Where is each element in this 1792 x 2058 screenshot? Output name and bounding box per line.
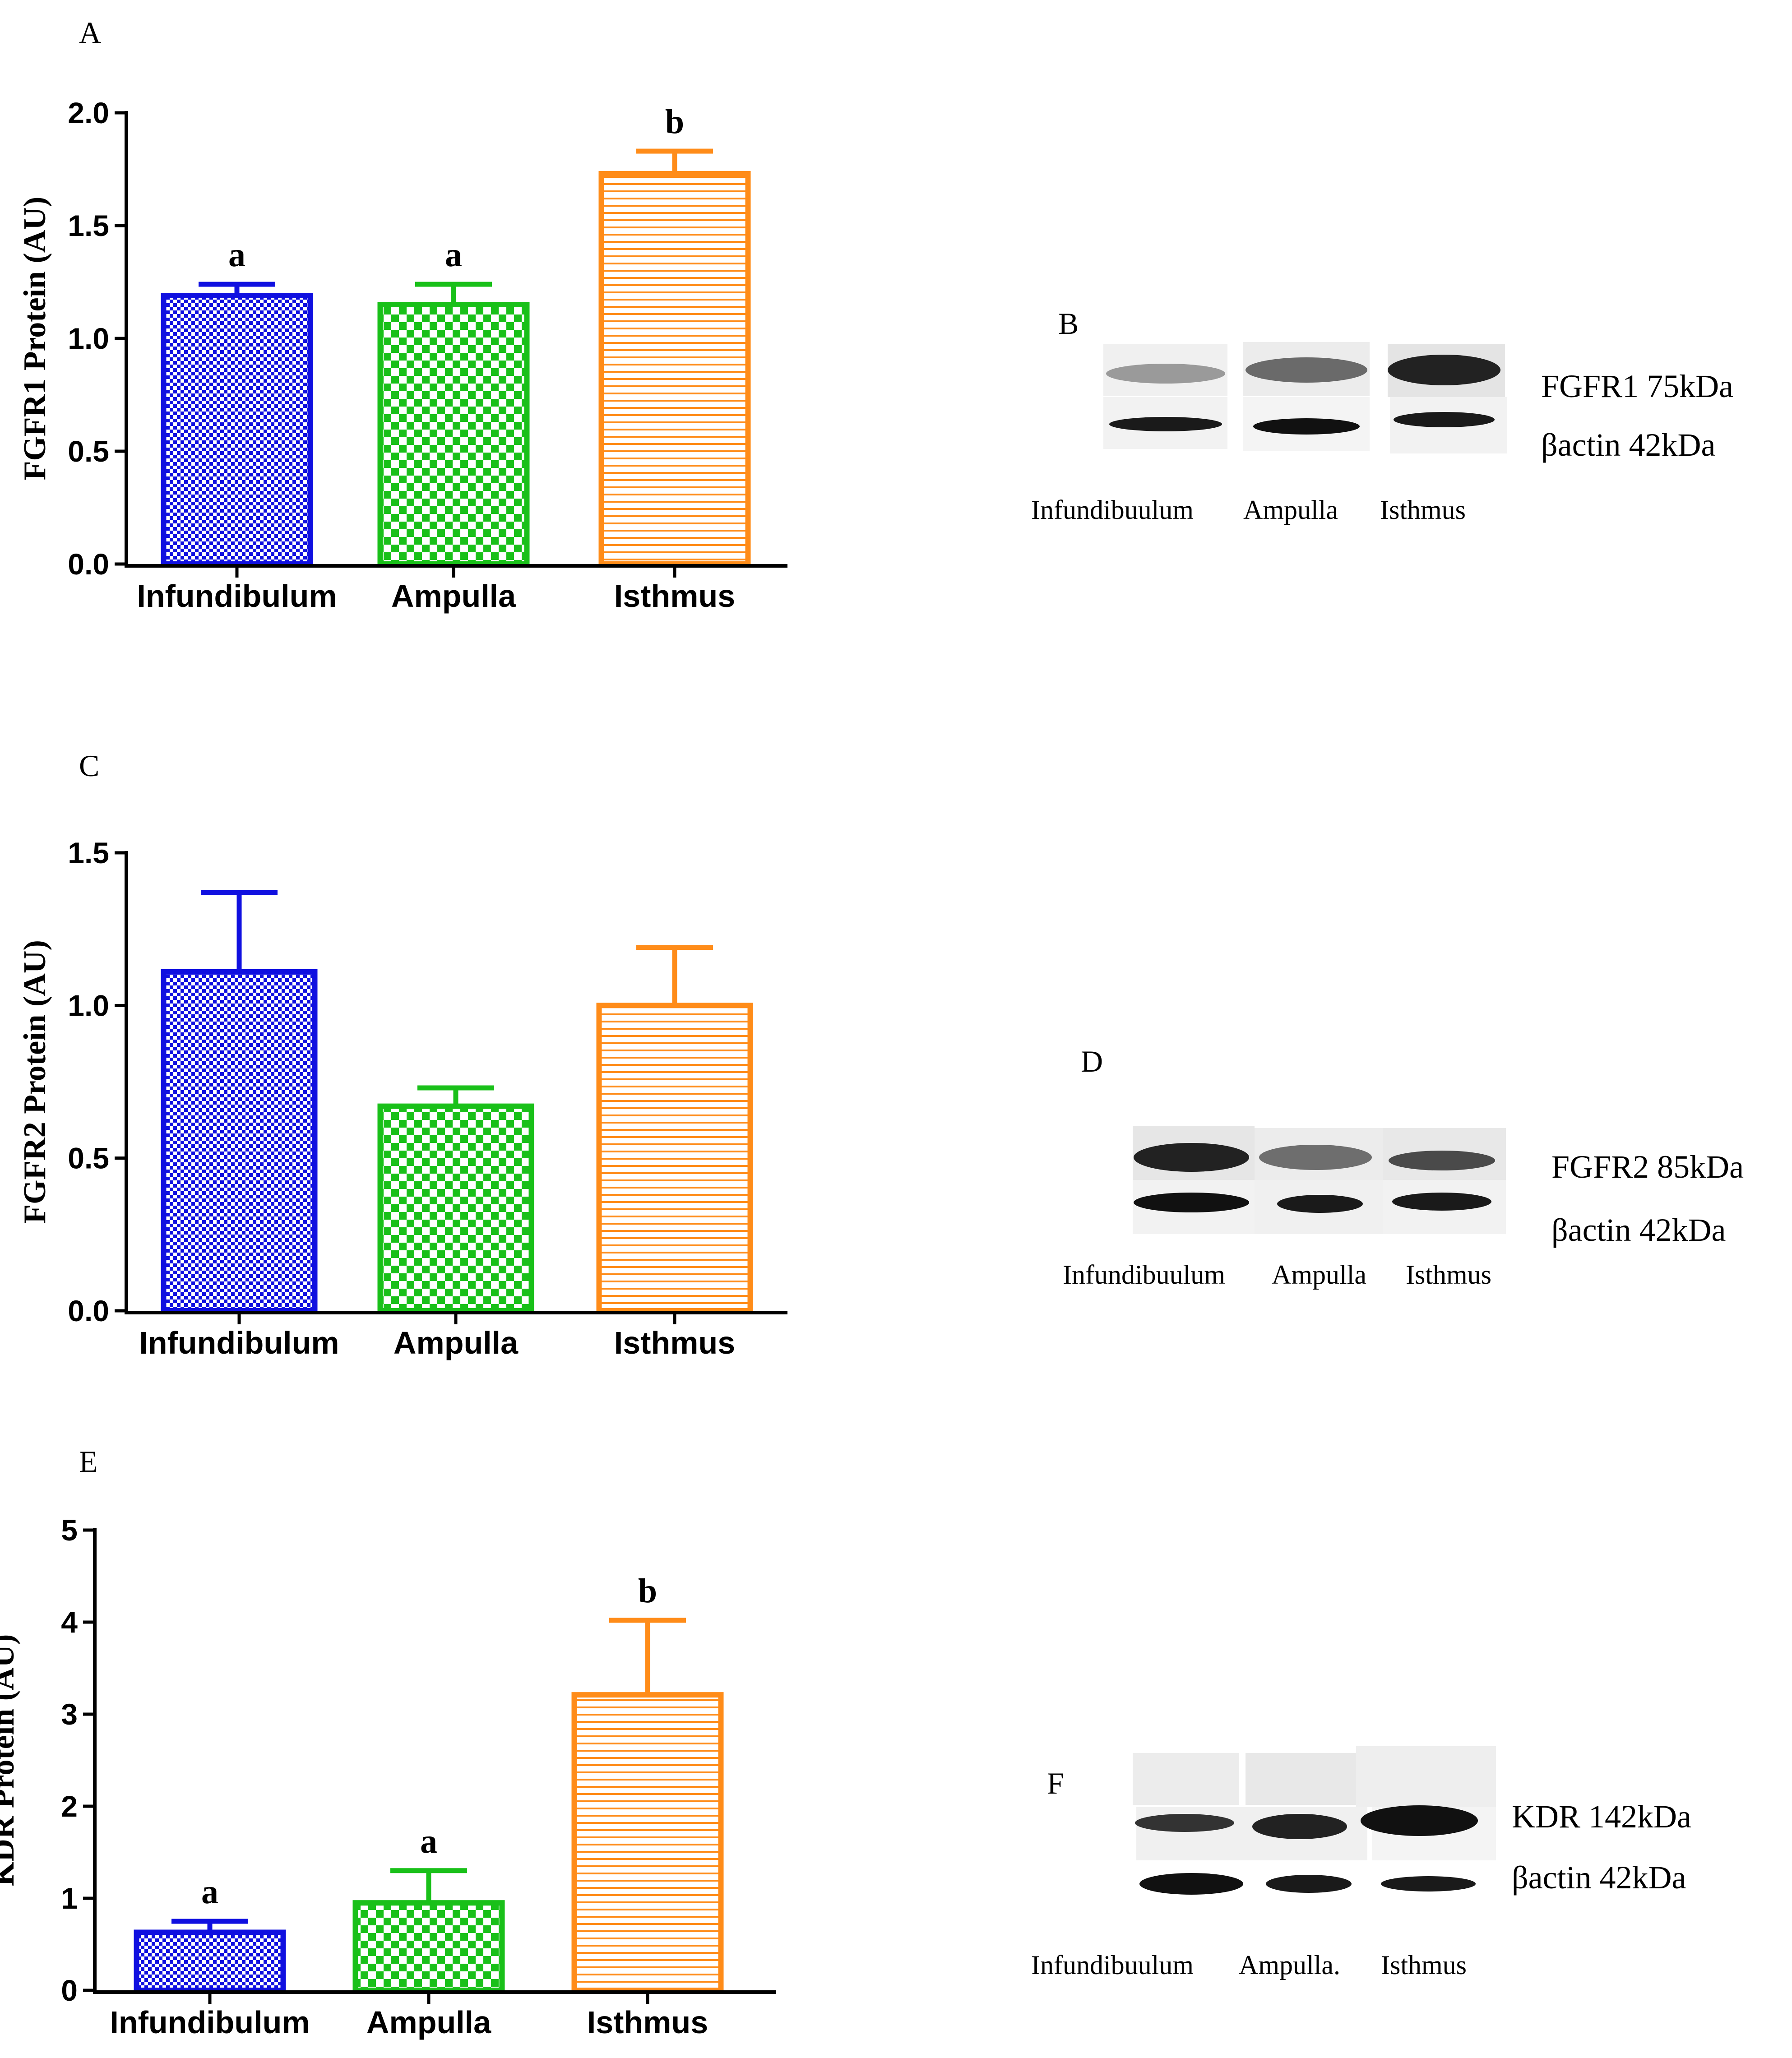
panel-label-d: D [1081,1044,1103,1078]
y-tick-label: 0.5 [68,435,109,468]
western-blot-kdr: KDR 142kDa βactin 42kDa Infundibuulum Am… [1031,1746,1691,1980]
blot-label: βactin 42kDa [1512,1859,1686,1896]
bar-ampulla [377,302,530,567]
blot-image [1356,1746,1496,1807]
category-label: Infundibulum [137,578,337,614]
band-actin-lane1 [1134,1193,1249,1212]
panel-label-e: E [79,1444,98,1479]
y-tick-label: 3 [61,1697,78,1731]
band-fgfr2-lane1 [1134,1143,1249,1172]
lane-label: Ampulla. [1239,1950,1340,1980]
category-label: Isthmus [587,2005,708,2040]
chart-fgfr1: a Infundibulum a Ampulla b Isthmus 0.0 0.5 1.0 1.… [18,96,787,614]
western-blot-fgfr1: FGFR1 75kDa βactin 42kDa Infundibuulum A… [1031,342,1733,525]
y-axis-label: FGFR2 Protein (AU) [18,940,52,1224]
y-tick-label: 0.0 [68,1294,109,1327]
category-label: Isthmus [614,578,735,614]
lane-label: Isthmus [1380,495,1466,525]
y-tick-label: 1.0 [68,322,109,355]
category-label: Ampulla [391,578,516,614]
y-axis-label: KDR Protein (AU) [0,1634,21,1887]
y-tick-label: 1.5 [68,836,109,869]
category-label: Isthmus [614,1325,735,1360]
y-tick-label: 1.5 [68,209,109,242]
lane-label: Ampulla [1243,495,1338,525]
blot-image [1133,1753,1239,1805]
bar-infundibulum [134,1929,286,1993]
panel-label-f: F [1047,1766,1064,1800]
bar-isthmus [598,171,751,567]
category-label: Ampulla [366,2005,491,2040]
y-tick-label: 0.5 [68,1142,109,1175]
chart-kdr: a Infundibulum a Ampulla b Isthmus 0 1 2 3 4 5 KDR P… [0,1513,776,2040]
category-label: Infundibulum [139,1325,339,1360]
lane-label: Infundibuulum [1031,495,1194,525]
bar-infundibulum [161,969,318,1313]
bar-ampulla [377,1103,534,1313]
band-kdr-lane3 [1361,1805,1478,1836]
significance-letter: a [228,236,245,274]
panel-label-a: A [79,15,101,50]
significance-letter: a [420,1822,437,1860]
lane-label: Isthmus [1381,1950,1467,1980]
significance-letter: a [201,1873,218,1911]
lane-label: Infundibuulum [1031,1950,1194,1980]
band-kdr-lane1 [1135,1814,1234,1832]
band-fgfr1-lane3 [1388,355,1500,385]
blot-label: FGFR1 75kDa [1541,368,1733,404]
significance-letter: b [638,1572,657,1610]
blot-image [1246,1753,1358,1805]
lane-label: Isthmus [1406,1260,1491,1290]
bar-isthmus [596,1003,753,1313]
band-actin-lane3 [1394,412,1495,427]
y-tick-label: 1 [61,1882,78,1915]
y-axis-label: FGFR1 Protein (AU) [18,197,52,481]
panel-label-b: B [1058,306,1079,341]
band-actin-lane2 [1253,418,1360,435]
y-tick-label: 4 [61,1605,78,1639]
blot-label: βactin 42kDa [1541,427,1716,463]
blot-label: FGFR2 85kDa [1551,1149,1744,1185]
western-blot-fgfr2: FGFR2 85kDa βactin 42kDa Infundibuulum A… [1063,1126,1744,1290]
band-actin-lane1 [1109,417,1222,431]
blot-label: βactin 42kDa [1551,1212,1726,1248]
band-actin-lane3 [1381,1876,1476,1892]
band-actin-lane1 [1139,1873,1243,1895]
blot-label: KDR 142kDa [1512,1799,1691,1835]
y-tick-label: 0.0 [68,547,109,581]
lane-label: Infundibuulum [1063,1260,1225,1290]
chart-fgfr2: Infundibulum Ampulla Isthmus 0.0 0.5 1.0 1.5 FG… [18,836,787,1360]
significance-letter: a [445,236,462,274]
lane-label: Ampulla [1272,1260,1366,1290]
panel-label-c: C [79,749,99,783]
bar-isthmus [571,1692,724,1993]
band-fgfr2-lane3 [1389,1151,1495,1170]
y-tick-label: 1.0 [68,989,109,1022]
significance-letter: b [665,103,684,141]
category-label: Ampulla [394,1325,519,1360]
y-tick-label: 0 [61,1974,78,2007]
y-tick-label: 2.0 [68,96,109,129]
bar-infundibulum [161,293,313,567]
band-fgfr1-lane1 [1106,364,1225,384]
band-fgfr1-lane2 [1246,357,1367,383]
band-actin-lane2 [1277,1195,1363,1213]
y-tick-label: 2 [61,1790,78,1823]
band-actin-lane2 [1266,1875,1352,1893]
band-actin-lane3 [1392,1193,1491,1211]
y-tick-label: 5 [61,1513,78,1547]
bar-ampulla [352,1900,505,1993]
band-fgfr2-lane2 [1259,1145,1372,1170]
band-kdr-lane2 [1252,1814,1347,1839]
category-label: Infundibulum [110,2005,310,2040]
